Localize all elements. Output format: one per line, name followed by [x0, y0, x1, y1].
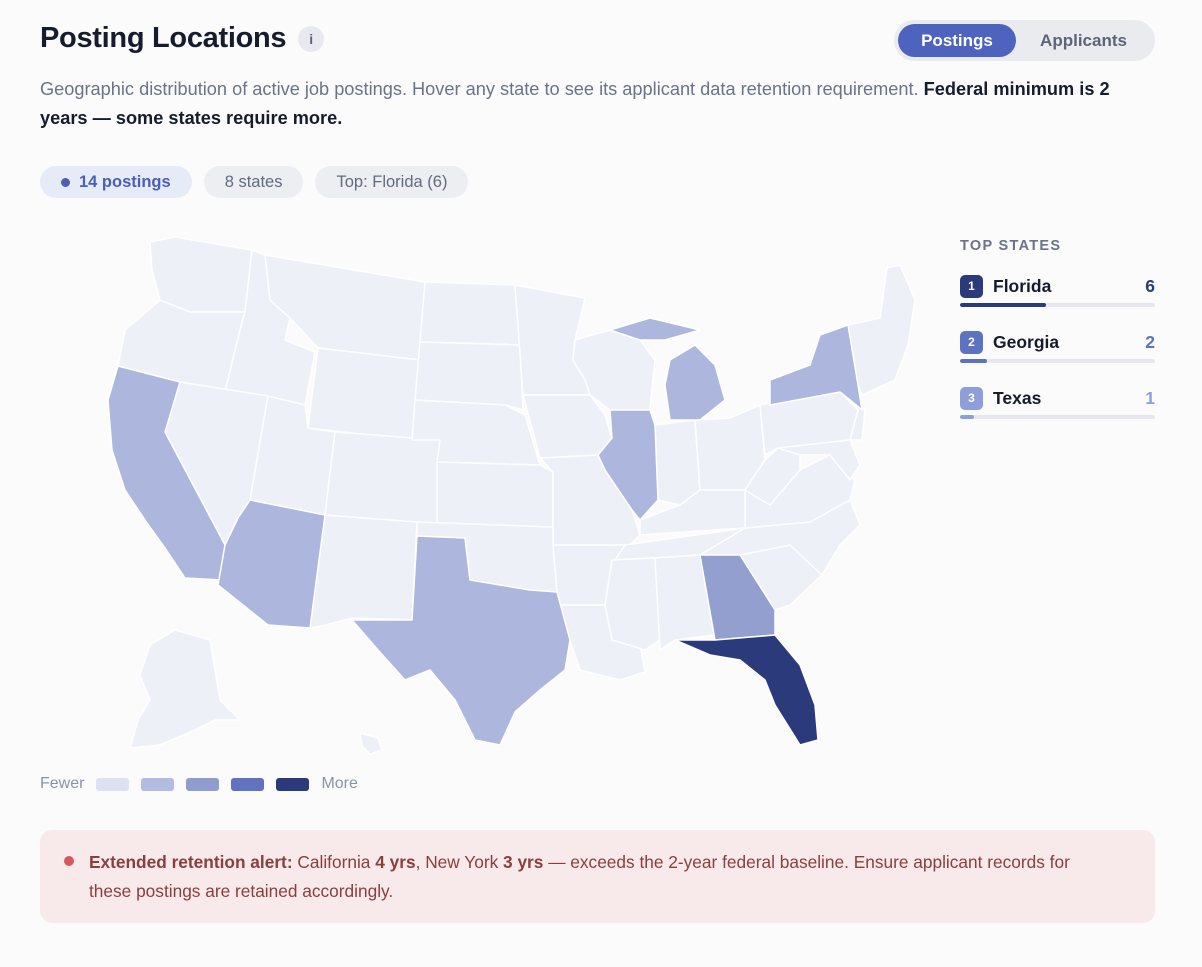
top-state-pill: Top: Florida (6)	[315, 166, 469, 198]
legend-swatch	[231, 777, 265, 791]
state-alaska[interactable]	[129, 629, 241, 749]
state-alabama[interactable]	[654, 554, 716, 651]
top-state-row[interactable]: 2 Georgia 2	[960, 330, 1155, 363]
state-count: 2	[1145, 331, 1155, 352]
alert-years-2: 3 yrs	[503, 852, 544, 872]
state-georgia[interactable]	[699, 554, 776, 641]
postings-pill: 14 postings	[40, 166, 192, 198]
top-states-title: TOP STATES	[960, 238, 1062, 254]
state-washington[interactable]	[149, 236, 253, 313]
description-text: Geographic distribution of active job po…	[40, 79, 919, 99]
description: Geographic distribution of active job po…	[40, 75, 1130, 133]
state-kansas[interactable]	[436, 461, 554, 528]
state-bar-track	[960, 303, 1155, 307]
state-bar-track	[960, 415, 1155, 419]
view-toggle: Postings Applicants	[894, 20, 1155, 61]
postings-dot-icon	[61, 177, 70, 187]
alert-state-2: New York	[425, 852, 499, 872]
state-count: 1	[1145, 387, 1155, 408]
top-state-row[interactable]: 3 Texas 1	[960, 386, 1155, 419]
summary-pills: 14 postings 8 states Top: Florida (6)	[40, 166, 469, 198]
map-legend: Fewer More	[40, 775, 358, 793]
legend-swatch	[276, 777, 310, 791]
posting-states	[107, 317, 863, 746]
toggle-postings[interactable]: Postings	[898, 24, 1016, 57]
state-name: Florida	[993, 275, 1052, 296]
state-new-mexico[interactable]	[309, 514, 418, 629]
state-bar-fill	[960, 415, 974, 419]
top-states-panel: TOP STATES 1 Florida 6 2 Georgia 2 3 Tex…	[960, 238, 1155, 442]
legend-high-label: More	[321, 775, 358, 792]
states-pill: 8 states	[203, 166, 304, 198]
legend-swatch	[186, 777, 220, 791]
alert-rest: — exceeds the 2-year federal baseline. E…	[89, 852, 1070, 901]
state-hawaii[interactable]	[359, 732, 383, 755]
state-new-england[interactable]	[847, 264, 916, 396]
state-north-dakota[interactable]	[419, 281, 521, 346]
toggle-applicants[interactable]: Applicants	[1040, 30, 1127, 50]
state-texas[interactable]	[351, 535, 571, 746]
alert-state-1: California	[297, 852, 371, 872]
state-iowa[interactable]	[522, 394, 613, 459]
alert-comma: ,	[415, 852, 421, 872]
state-illinois[interactable]	[597, 409, 659, 521]
top-state-row[interactable]: 1 Florida 6	[960, 274, 1155, 307]
us-map	[107, 236, 916, 755]
state-indiana[interactable]	[654, 419, 701, 506]
alert-label: Extended retention alert:	[89, 852, 293, 872]
state-florida[interactable]	[674, 634, 819, 746]
alert-dot-icon	[64, 856, 74, 866]
rank-badge: 3	[960, 386, 983, 410]
alert-years-1: 4 yrs	[375, 852, 416, 872]
state-michigan[interactable]	[609, 317, 726, 421]
rank-badge: 1	[960, 274, 983, 298]
state-arizona[interactable]	[217, 499, 326, 629]
base-states	[117, 236, 916, 755]
header: Posting Locations i	[40, 22, 325, 55]
retention-alert: Extended retention alert: California 4 y…	[40, 830, 1155, 923]
state-bar-fill	[960, 303, 1046, 307]
state-bar-track	[960, 359, 1155, 363]
state-bar-fill	[960, 359, 988, 363]
description-bold: Federal minimum is 2 years — some states…	[40, 79, 1110, 128]
rank-badge: 2	[960, 330, 983, 354]
state-count: 6	[1145, 275, 1155, 296]
state-name: Georgia	[993, 331, 1060, 352]
legend-swatch	[141, 777, 175, 791]
state-california[interactable]	[107, 365, 226, 581]
info-icon[interactable]: i	[298, 25, 325, 52]
state-new-york[interactable]	[769, 324, 863, 411]
legend-swatch	[96, 777, 130, 791]
state-mississippi[interactable]	[604, 557, 661, 651]
state-south-dakota[interactable]	[414, 341, 524, 411]
state-name: Texas	[993, 387, 1042, 408]
page-title: Posting Locations	[40, 22, 287, 54]
postings-pill-label: 14 postings	[79, 172, 171, 191]
state-wyoming[interactable]	[307, 347, 421, 441]
state-colorado[interactable]	[324, 431, 441, 526]
legend-low-label: Fewer	[40, 775, 85, 792]
